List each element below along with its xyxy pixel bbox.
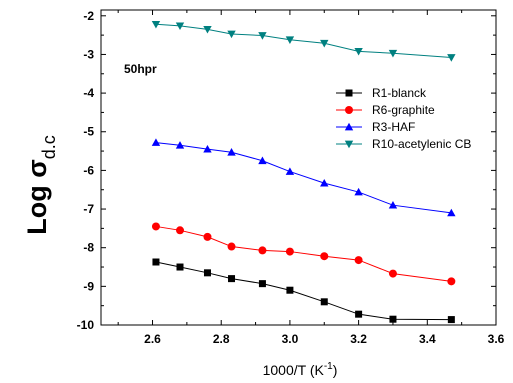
legend-label: R6-graphite bbox=[372, 103, 435, 117]
x-tick-label: 3.4 bbox=[419, 332, 436, 346]
y-axis-title: Log σd.c bbox=[22, 135, 59, 234]
y-axis-title-main: Log σ bbox=[22, 159, 52, 234]
x-tick-label: 2.6 bbox=[144, 332, 161, 346]
series-4 bbox=[151, 20, 456, 62]
data-point bbox=[320, 178, 329, 187]
x-tick-label: 2.8 bbox=[213, 332, 230, 346]
data-point bbox=[388, 269, 397, 278]
data-point bbox=[151, 222, 160, 231]
data-point bbox=[203, 25, 212, 34]
y-tick-label: -8 bbox=[83, 241, 94, 255]
legend-marker bbox=[345, 89, 353, 97]
data-point bbox=[228, 275, 236, 283]
data-point bbox=[320, 252, 329, 261]
data-point bbox=[447, 316, 455, 324]
series-3 bbox=[151, 138, 456, 217]
x-axis-title: 1000/T (K-1) bbox=[263, 361, 338, 378]
data-point bbox=[152, 258, 160, 266]
data-point bbox=[355, 310, 363, 318]
data-point bbox=[227, 242, 236, 251]
data-point bbox=[258, 32, 267, 40]
legend-marker bbox=[344, 140, 354, 149]
data-point bbox=[258, 156, 267, 165]
data-point bbox=[320, 39, 329, 48]
legend-label: R3-HAF bbox=[372, 120, 415, 134]
series-line bbox=[155, 23, 452, 59]
data-point bbox=[176, 226, 184, 235]
legend: R1-blanck R6-graphite R3-HAF R10-acetylenic… bbox=[336, 86, 471, 151]
data-point bbox=[285, 247, 294, 256]
series-1 bbox=[152, 258, 455, 324]
data-point bbox=[447, 208, 456, 217]
data-point bbox=[388, 200, 398, 209]
data-point bbox=[151, 20, 161, 29]
y-tick-label: -2 bbox=[83, 9, 94, 23]
legend-label: R10-acetylenic CB bbox=[372, 137, 471, 151]
data-point bbox=[388, 49, 398, 58]
data-point bbox=[227, 30, 236, 39]
legend-label: R1-blanck bbox=[372, 86, 427, 100]
data-point bbox=[286, 286, 294, 294]
data-point bbox=[354, 47, 363, 56]
series-line bbox=[155, 261, 452, 321]
y-tick-label: -6 bbox=[83, 163, 94, 177]
data-point bbox=[176, 263, 184, 271]
data-point bbox=[447, 54, 456, 62]
legend-marker bbox=[345, 106, 353, 114]
y-tick-label: -5 bbox=[83, 125, 94, 139]
x-axis-title-sup: -1 bbox=[324, 361, 333, 372]
y-tick-label: -3 bbox=[83, 47, 94, 61]
x-tick-label: 3.2 bbox=[350, 332, 367, 346]
data-point bbox=[354, 187, 363, 196]
data-point bbox=[203, 144, 212, 153]
y-tick-label: -7 bbox=[83, 202, 94, 216]
data-point bbox=[447, 277, 456, 286]
axes: 2.6 2.8 3.0 3.2 3.4 3.6 -10 -9 -8 -7 -6 -5 -4 -3 -2 bbox=[77, 9, 505, 346]
x-tick-label: 3.6 bbox=[488, 332, 505, 346]
legend-marker bbox=[344, 122, 354, 131]
y-tick-label: -10 bbox=[77, 318, 95, 332]
x-axis-title-close: ) bbox=[333, 362, 338, 378]
data-point bbox=[175, 22, 185, 31]
data-point bbox=[354, 256, 363, 265]
data-point bbox=[227, 148, 236, 156]
data-point bbox=[203, 232, 212, 241]
y-axis-title-sub: d.c bbox=[39, 135, 59, 159]
y-tick-label: -4 bbox=[83, 86, 94, 100]
series-line bbox=[155, 142, 452, 214]
data-point bbox=[258, 246, 267, 255]
data-point bbox=[320, 298, 328, 306]
data-point bbox=[285, 36, 295, 44]
x-tick-label: 3.0 bbox=[282, 332, 299, 346]
x-axis-title-main: 1000/T (K bbox=[263, 362, 325, 378]
data-point bbox=[285, 167, 295, 175]
annotation-label: 50hpr bbox=[124, 62, 157, 76]
plot-frame bbox=[100, 9, 497, 326]
series-2 bbox=[151, 222, 456, 286]
data-point bbox=[151, 138, 161, 146]
data-point bbox=[258, 280, 266, 288]
y-tick-label: -9 bbox=[83, 279, 94, 293]
data-point bbox=[203, 269, 211, 277]
data-point bbox=[389, 315, 397, 323]
series-layer bbox=[151, 20, 456, 324]
series-line bbox=[155, 225, 452, 282]
data-point bbox=[175, 141, 185, 149]
